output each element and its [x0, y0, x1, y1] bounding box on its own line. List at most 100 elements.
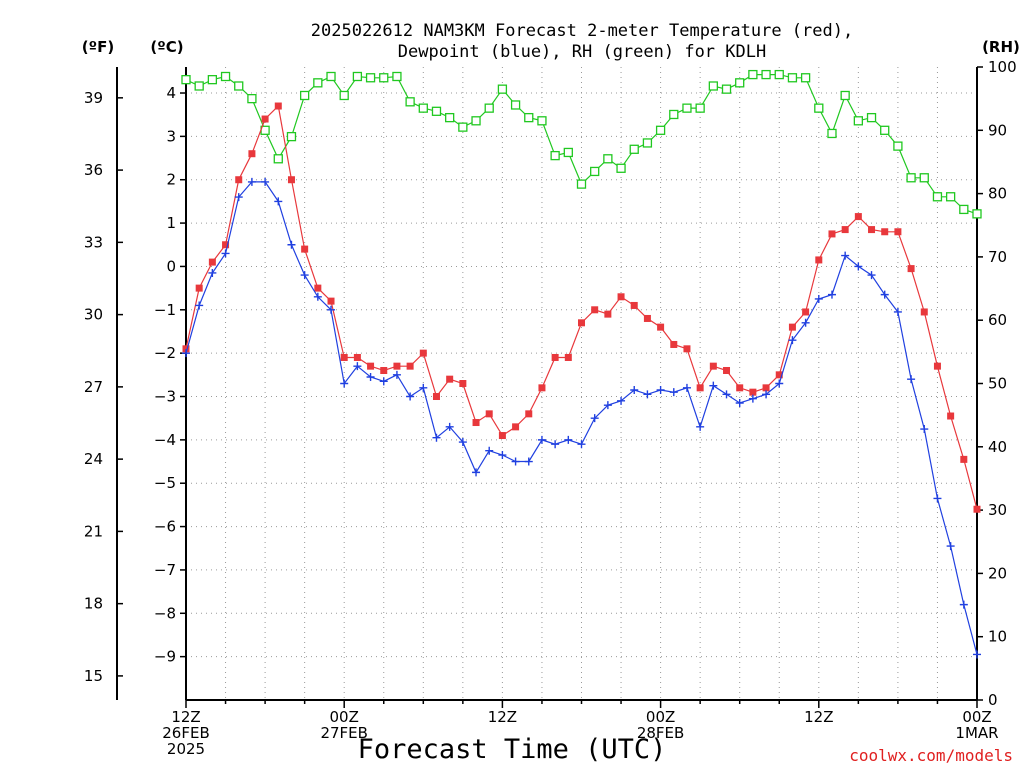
celsius-tick-label: −3: [154, 388, 176, 406]
temperature-point: [446, 375, 454, 383]
rh-point: [748, 69, 758, 80]
time-tick-label: 28FEB: [637, 724, 684, 742]
temperature-point: [498, 432, 506, 440]
dewpoint-point: [814, 294, 823, 303]
rh-point: [484, 103, 494, 113]
temperature-point: [222, 241, 230, 249]
dewpoint-point: [643, 390, 652, 399]
temperature-point: [340, 353, 348, 361]
dewpoint-point: [419, 383, 428, 392]
dewpoint-point: [195, 301, 204, 310]
celsius-unit-label: (ºC): [150, 38, 183, 56]
dewpoint-point: [511, 457, 520, 466]
temperature-series: [182, 102, 981, 513]
celsius-tick-label: 4: [166, 84, 176, 102]
rh-point: [352, 71, 363, 82]
celsius-tick-label: −7: [154, 561, 176, 579]
rh-point: [906, 173, 916, 183]
rh-point: [972, 209, 982, 219]
celsius-axis-ticks: −9 −8 −7 −6 −5 −4 −3 −2 −1 0 1 2 3 4: [154, 84, 186, 666]
dewpoint-point: [379, 377, 388, 386]
rh-point: [629, 144, 639, 154]
temperature-point: [380, 366, 388, 374]
fahrenheit-unit-label: (ºF): [82, 38, 114, 56]
rh-point: [603, 154, 613, 164]
time-tick-label: 00Z: [962, 708, 991, 726]
dewpoint-point: [762, 390, 771, 399]
temperature-point: [261, 115, 269, 123]
rh-point: [669, 109, 679, 120]
dewpoint-point: [656, 386, 665, 395]
temperature-point: [393, 362, 401, 370]
dewpoint-point: [577, 440, 586, 449]
time-tick-label: 27FEB: [320, 724, 367, 742]
rh-point: [932, 192, 943, 202]
temperature-point: [828, 230, 836, 238]
rh-tick-label: 0: [988, 691, 998, 709]
rh-tick-label: 80: [988, 185, 1007, 203]
dewpoint-point: [788, 336, 797, 345]
temperature-point: [182, 345, 190, 353]
temperature-point: [815, 256, 823, 264]
dewpoint-point: [748, 394, 757, 403]
dewpoint-point: [801, 318, 810, 327]
dewpoint-point: [617, 396, 626, 405]
rh-point: [273, 154, 283, 164]
temperature-point: [551, 353, 559, 361]
dewpoint-point: [630, 386, 639, 395]
rh-point: [431, 106, 442, 116]
temperature-point: [723, 366, 731, 374]
rh-tick-label: 70: [988, 248, 1007, 266]
data-series: [181, 69, 982, 659]
dewpoint-point: [313, 292, 322, 301]
temperature-point: [802, 308, 810, 316]
fahrenheit-tick-label: 18: [84, 595, 103, 613]
dewpoint-point: [827, 290, 836, 299]
dewpoint-point: [274, 197, 283, 206]
temperature-point: [591, 306, 599, 314]
dewpoint-point: [959, 600, 968, 609]
dewpoint-point: [300, 271, 309, 280]
temperature-point: [643, 314, 651, 322]
fahrenheit-tick-label: 30: [84, 306, 103, 324]
dewpoint-point: [472, 468, 481, 477]
dewpoint-point: [287, 240, 296, 249]
dewpoint-point: [524, 457, 533, 466]
chart-title-line-1: 2025022612 NAM3KM Forecast 2-meter Tempe…: [311, 21, 853, 41]
rh-point: [590, 166, 600, 177]
rh-point: [827, 128, 837, 139]
dewpoint-point: [564, 435, 573, 444]
celsius-tick-label: −2: [154, 344, 176, 362]
temperature-point: [578, 319, 585, 327]
rh-point: [682, 103, 692, 113]
temperature-point: [406, 362, 414, 370]
rh-point: [840, 90, 850, 101]
celsius-tick-label: −6: [154, 518, 176, 536]
rh-point: [787, 73, 798, 83]
rh-point: [866, 112, 877, 123]
rh-point: [774, 69, 784, 80]
rh-point: [234, 81, 244, 91]
rh-point: [405, 97, 415, 107]
time-tick-label: 12Z: [804, 708, 833, 726]
dewpoint-point: [327, 305, 336, 314]
rh-point: [524, 112, 534, 123]
temperature-point: [854, 213, 862, 221]
dewpoint-point: [933, 494, 942, 503]
celsius-tick-label: 0: [166, 257, 176, 275]
temperature-point: [604, 310, 612, 318]
rh-point: [445, 112, 455, 123]
dewpoint-point: [722, 390, 731, 399]
chart-title-line-2: Dewpoint (blue), RH (green) for KDLH: [398, 42, 766, 62]
rh-point: [735, 78, 745, 88]
temperature-point: [920, 308, 928, 316]
rh-point: [642, 138, 653, 148]
dewpoint-point: [709, 381, 718, 390]
rh-point: [945, 192, 956, 202]
rh-axis-ticks: 0 10 20 30 40 50 60 70 80 90 100: [977, 58, 1017, 709]
temperature-point: [683, 345, 691, 353]
time-tick-label: 00Z: [330, 708, 359, 726]
rh-point: [814, 103, 824, 113]
rh-point: [181, 75, 191, 85]
